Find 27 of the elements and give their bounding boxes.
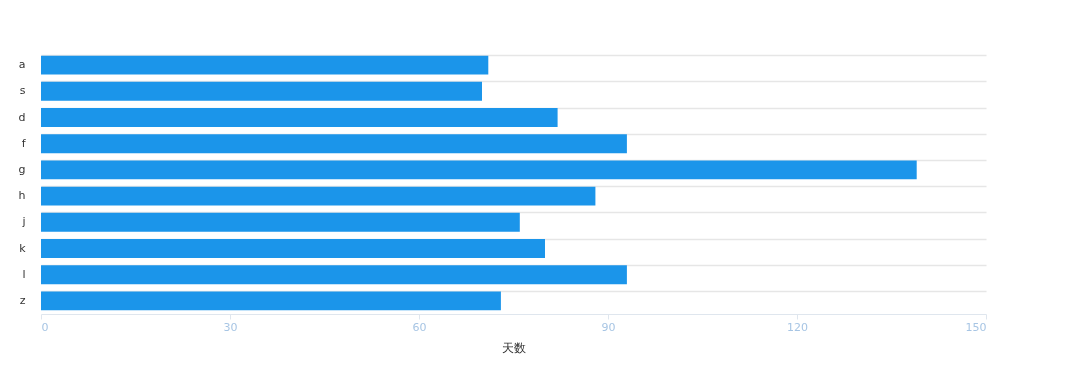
- bar: [41, 134, 627, 154]
- y-tick-label: k: [19, 241, 27, 255]
- bar: [41, 239, 545, 258]
- x-tick-label: 90: [601, 320, 616, 334]
- y-tick-label: z: [19, 293, 26, 307]
- x-tick-label: 0: [41, 320, 49, 334]
- x-tick-label: 30: [223, 320, 238, 334]
- x-axis-title: 天数: [502, 340, 526, 355]
- x-tick-label: 120: [787, 320, 808, 334]
- y-tick-label: j: [21, 215, 26, 229]
- y-tick-label: h: [18, 189, 26, 203]
- y-tick-label: s: [19, 84, 26, 98]
- y-tick-label: d: [18, 110, 26, 124]
- bar: [41, 186, 596, 206]
- bar: [41, 291, 501, 311]
- bar: [41, 160, 917, 180]
- y-tick-label: f: [21, 136, 27, 150]
- x-tick-label: 150: [965, 320, 987, 334]
- y-tick-label: l: [22, 267, 26, 281]
- bar: [41, 212, 520, 232]
- bar: [41, 265, 627, 285]
- bar: [41, 108, 558, 127]
- y-tick-label: a: [18, 58, 26, 72]
- bar: [41, 81, 482, 101]
- x-tick-label: 60: [412, 320, 427, 334]
- y-tick-label: g: [18, 162, 26, 176]
- bar: [41, 55, 489, 75]
